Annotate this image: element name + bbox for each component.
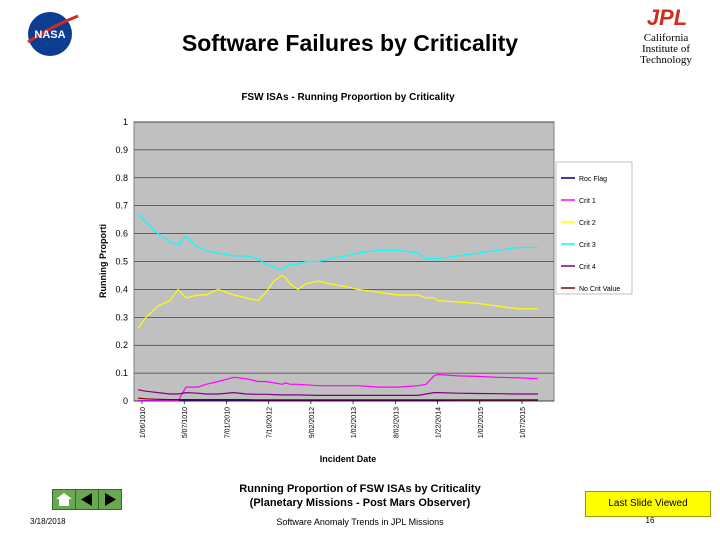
nasa-logo: NASA [27, 12, 79, 56]
previous-slide-button[interactable] [75, 489, 99, 510]
caltech-line-3: Technology [640, 54, 692, 66]
x-tick-label: 1/07/2015 [520, 407, 527, 438]
footer-date: 3/18/2018 [30, 517, 66, 526]
chart-caption: Running Proportion of FSW ISAs by Critic… [180, 482, 540, 510]
legend-label: Crit 2 [579, 220, 596, 227]
caltech-line-1: California [643, 32, 689, 44]
x-tick-label: 7/01/2010 [224, 407, 231, 438]
jpl-logo-text: JPL [647, 6, 687, 28]
legend-box [555, 161, 633, 295]
series-line-roc_flag [138, 399, 538, 402]
slide-title: Software Failures by Criticality [181, 30, 519, 56]
y-tick-label: 0.2 [115, 340, 128, 350]
footer-title: Software Anomaly Trends in JPL Missions [276, 517, 444, 527]
y-tick-label: 0.6 [115, 229, 128, 239]
y-tick-label: 0.3 [115, 312, 128, 322]
x-tick-label: 8/02/2013 [393, 407, 400, 438]
legend-label: Crit 3 [579, 242, 596, 249]
series-lines [137, 213, 539, 402]
y-tick-label: 0.9 [115, 145, 128, 155]
nasa-logo-text: NASA [34, 29, 65, 41]
series-line-crit1 [138, 373, 539, 402]
x-tick-label: 5/07/1010 [182, 407, 189, 438]
home-button[interactable] [52, 489, 76, 510]
caption-line-2: (Planetary Missions - Post Mars Observer… [249, 497, 471, 509]
x-tick-label: 9/02/2012 [309, 407, 316, 438]
page-number: 16 [645, 516, 655, 525]
chart-title: FSW ISAs - Running Proportion by Critica… [241, 92, 455, 103]
x-tick-label: 1/02/2015 [478, 407, 485, 438]
arrow-left-icon [81, 493, 92, 506]
caltech-line-2: Institute of [642, 43, 690, 55]
chart-legend: Roc Flag Crit 1 Crit 2 Crit 3 Crit 4 No Crit … [555, 161, 633, 295]
caltech-label: California Institute of Technology [626, 33, 706, 66]
y-tick-label: 0 [123, 396, 128, 406]
y-tick-label: 0.5 [115, 257, 128, 267]
y-tick-label: 1 [123, 117, 128, 127]
caption-line-1: Running Proportion of FSW ISAs by Critic… [239, 483, 481, 495]
legend-label: Crit 1 [579, 198, 596, 205]
y-axis-ticks: 0 0.1 0.2 0.3 0.4 0.5 0.6 0.7 0.8 0.9 1 [115, 117, 128, 406]
x-axis-ticks: 1/06/1010 5/07/1010 7/01/2010 7/10/2012 9/02… [140, 401, 527, 438]
legend-label: Crit 4 [579, 264, 596, 271]
y-tick-label: 0.7 [115, 201, 128, 211]
arrow-right-icon [105, 493, 116, 506]
y-tick-label: 0.8 [115, 173, 128, 183]
gridlines [134, 121, 554, 402]
series-line-no_crit [137, 397, 538, 401]
x-axis-label: Incident Date [320, 454, 377, 464]
last-slide-viewed-button[interactable]: Last Slide Viewed [585, 491, 711, 517]
x-tick-label: 7/10/2012 [267, 407, 274, 438]
home-icon [56, 493, 72, 506]
series-line-crit2 [137, 274, 538, 329]
y-tick-label: 0.4 [115, 284, 128, 294]
next-slide-button[interactable] [98, 489, 122, 510]
y-tick-label: 0.1 [115, 368, 128, 378]
running-proportion-chart: FSW ISAs - Running Proportion by Critica… [98, 92, 633, 464]
nasa-logo-swoosh [27, 14, 79, 44]
jpl-logo: JPL [647, 6, 687, 28]
y-axis-label: Running Proporti [98, 224, 108, 298]
x-tick-label: 1/22/2014 [436, 407, 443, 438]
legend-label: No Crit Value [579, 286, 620, 293]
x-tick-label: 1/06/1010 [140, 407, 147, 438]
series-line-crit3 [137, 213, 538, 271]
series-line-crit4 [137, 389, 538, 396]
x-tick-label: 1/02/2013 [351, 407, 358, 438]
legend-label: Roc Flag [579, 176, 607, 183]
